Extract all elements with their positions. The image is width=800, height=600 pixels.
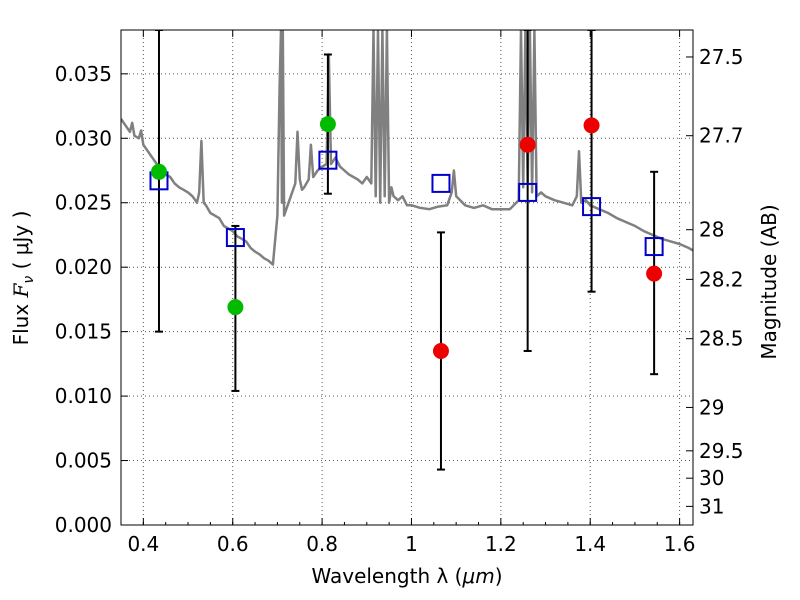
x-tick-label: 1.2: [485, 532, 517, 556]
model-point: [582, 197, 602, 217]
x-tick-label: 0.6: [217, 532, 249, 556]
x-tick-label: 0.4: [127, 532, 159, 556]
plot-frame: [120, 29, 694, 526]
axis-ticks: 0.4 0.6 0.8 1 1.2 1.4 1.6 0.000 0.005 0.010 0.015 0…: [55, 30, 744, 556]
spectrum-series: [121, 30, 693, 266]
grid: [121, 30, 693, 525]
infrared-point: [583, 117, 600, 134]
model-point: [431, 173, 451, 193]
errorbars: [154, 30, 659, 471]
model-point: [318, 150, 338, 170]
model-series: [149, 150, 664, 257]
y2-tick-label: 29: [699, 395, 724, 419]
y-tick-label: 0.035: [55, 62, 112, 86]
infrared-point: [432, 342, 449, 359]
x-tick-label: 1.6: [664, 532, 696, 556]
y2-tick-label: 29.5: [699, 439, 744, 463]
optical-point: [227, 299, 244, 316]
y-tick-label: 0.015: [55, 320, 112, 344]
y-tick-label: 0.030: [55, 126, 112, 150]
y2-tick-label: 28.2: [699, 267, 744, 291]
model-point: [225, 228, 245, 248]
x-tick-label: 0.8: [306, 532, 338, 556]
y2-tick-label: 27.7: [699, 124, 744, 148]
model-point: [518, 182, 538, 202]
x-tick-label: 1: [405, 532, 418, 556]
y2-tick-label: 27.5: [699, 45, 744, 69]
y-tick-label: 0.025: [55, 191, 112, 215]
y2-axis-label: Magnitude (AB): [757, 204, 781, 359]
x-axis-label: Wavelength λ (μm): [311, 564, 502, 588]
optical-point: [319, 116, 336, 133]
infrared-point: [646, 265, 663, 282]
y2-tick-label: 28.5: [699, 327, 744, 351]
y-tick-label: 0.010: [55, 384, 112, 408]
x-tick-label: 1.4: [574, 532, 606, 556]
y-axis-label: Flux Fν ( μJy ): [9, 211, 37, 346]
photometry-series: [150, 116, 663, 359]
infrared-point: [519, 136, 536, 153]
y-tick-label: 0.005: [55, 449, 112, 473]
y2-tick-label: 30: [699, 466, 724, 490]
y-tick-label: 0.000: [55, 513, 112, 537]
y2-tick-label: 31: [699, 494, 724, 518]
spectrum-line: [121, 30, 693, 266]
model-point: [644, 237, 664, 257]
y2-tick-label: 28: [699, 218, 724, 242]
y-tick-label: 0.020: [55, 255, 112, 279]
optical-point: [150, 163, 167, 180]
